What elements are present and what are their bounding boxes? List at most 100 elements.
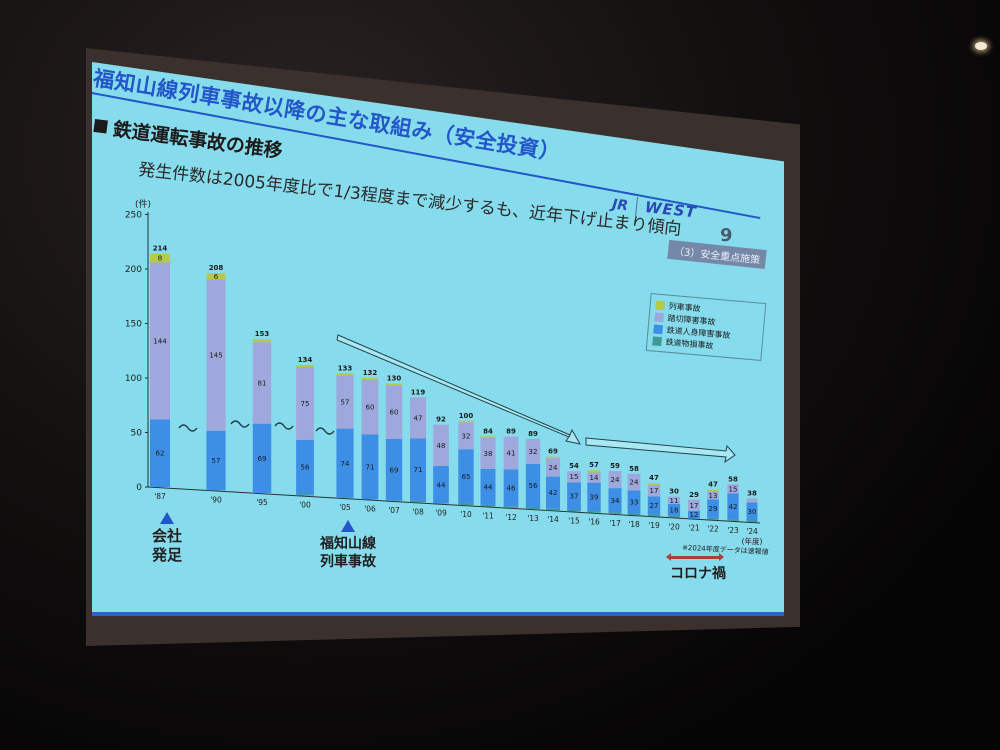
bar-total: 47 — [708, 481, 718, 489]
segment-value: 71 — [414, 466, 423, 474]
corona-label: コロナ禍 — [670, 566, 726, 582]
bar-segment — [647, 484, 661, 497]
bar-15: 37 15 54 '15 — [567, 462, 581, 525]
segment-value: 30 — [748, 508, 757, 516]
bar-24: 30 38 '24 — [746, 489, 758, 536]
segment-value: 69 — [258, 455, 267, 463]
x-tick-label: '12 — [505, 513, 517, 522]
bar-total: 89 — [506, 428, 516, 436]
bar-segment — [206, 279, 226, 431]
bar-total: 208 — [209, 264, 224, 272]
x-tick-label: '21 — [688, 524, 700, 533]
bar-11: 44 38 84 '11 — [480, 427, 496, 520]
bar-segment — [503, 506, 519, 508]
y-tick-label: 150 — [125, 320, 142, 330]
bar-08: 71 47 119 '08 — [409, 388, 427, 516]
bar-segment — [667, 503, 681, 516]
bar-segment — [545, 476, 561, 509]
bar-total: 57 — [589, 461, 599, 469]
bar-00: 56 75 134 '00 — [296, 356, 314, 510]
legend-swatch — [654, 312, 665, 322]
segment-value: 48 — [437, 442, 446, 450]
bar-10: 65 32 100 '10 — [458, 412, 474, 519]
bar-segment — [336, 428, 354, 498]
x-tick-label: '11 — [482, 511, 494, 520]
bar-segment — [409, 397, 427, 439]
bar-segment — [150, 253, 170, 263]
bar-87: 62 144 8 214 '87 — [150, 245, 170, 501]
bar-segment — [458, 449, 474, 504]
event-label-line: 列車事故 — [320, 554, 376, 570]
event-label-line: 会社 — [152, 527, 183, 545]
segment-value: 8 — [158, 255, 162, 263]
bar-07: 69 60 130 '07 — [385, 375, 403, 515]
axis-break-icon — [315, 427, 335, 435]
bar-total: 133 — [338, 364, 353, 372]
bar-segment — [545, 508, 561, 511]
bar-12: 46 41 89 '12 — [503, 428, 519, 522]
segment-value: 69 — [390, 466, 399, 474]
bar-segment — [667, 496, 681, 504]
segment-value: 39 — [590, 493, 599, 501]
x-tick-label: '19 — [648, 521, 660, 530]
bar-segment — [409, 438, 427, 501]
bar-total: 58 — [629, 465, 639, 473]
axis-break-icon — [230, 420, 250, 428]
bar-segment — [587, 472, 601, 483]
bar-segment — [567, 509, 581, 512]
bar-segment — [688, 510, 700, 519]
x-tick-label: '09 — [435, 509, 447, 518]
segment-value: 33 — [630, 499, 639, 507]
x-tick-label: '90 — [210, 495, 222, 504]
bar-total: 130 — [387, 375, 402, 383]
bar-segment — [707, 489, 719, 492]
bar-segment — [458, 422, 474, 450]
segment-value: 17 — [690, 502, 699, 510]
x-tick-label: '95 — [256, 498, 268, 507]
x-tick-label: '16 — [588, 518, 600, 527]
bar-total: 59 — [610, 462, 620, 470]
segment-value: 15 — [570, 473, 579, 481]
bar-22: 29 13 47 '22 — [707, 481, 719, 534]
segment-value: 44 — [484, 483, 493, 491]
bar-segment — [667, 515, 681, 518]
segment-value: 12 — [690, 511, 699, 519]
x-tick-label: '22 — [707, 525, 719, 534]
bar-segment — [480, 437, 496, 469]
bar-13: 56 32 89 '13 — [525, 430, 541, 523]
bar-segment — [688, 499, 700, 511]
bar-total: 214 — [153, 245, 168, 253]
bar-total: 54 — [569, 462, 579, 470]
bar-segment — [627, 513, 641, 516]
bar-segment — [385, 438, 403, 501]
bar-segment — [336, 373, 354, 376]
segment-value: 41 — [507, 449, 516, 457]
segment-value: 46 — [507, 484, 516, 492]
x-tick-label: '10 — [460, 510, 472, 519]
bar-segment — [587, 470, 601, 473]
segment-value: 145 — [209, 352, 222, 360]
segment-value: 47 — [414, 414, 423, 422]
bar-segment — [150, 262, 170, 420]
bar-segment — [296, 367, 314, 440]
x-tick-label: '24 — [746, 527, 758, 536]
bar-segment — [385, 385, 403, 439]
bar-total: 153 — [255, 330, 270, 338]
x-tick-label: '07 — [388, 506, 400, 515]
x-tick-label: '23 — [727, 526, 739, 535]
segment-value: 60 — [366, 403, 375, 411]
segment-value: 11 — [670, 497, 679, 505]
bar-06: 71 60 132 '06 — [361, 369, 379, 513]
bar-segment — [525, 438, 541, 464]
bar-segment — [727, 493, 739, 520]
segment-value: 57 — [341, 398, 350, 406]
segment-value: 71 — [366, 463, 375, 471]
segment-value: 34 — [611, 497, 620, 505]
x-tick-label: '20 — [668, 522, 680, 531]
corona-period-marker: コロナ禍 — [666, 553, 726, 583]
bar-segment — [296, 494, 314, 496]
y-tick-label: 250 — [125, 211, 142, 221]
